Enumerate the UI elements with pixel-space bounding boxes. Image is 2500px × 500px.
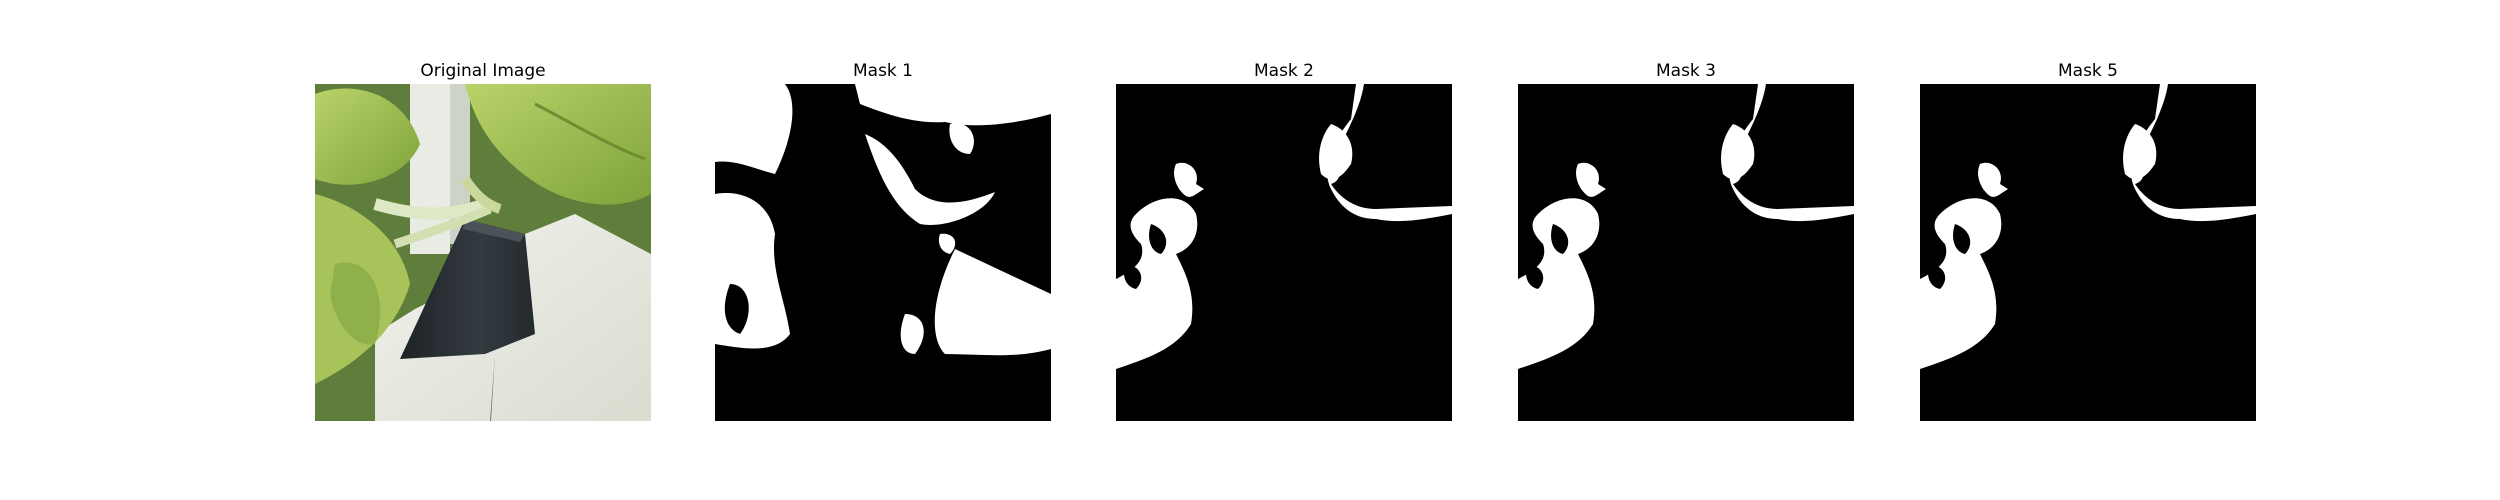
panel-title: Mask 1 — [852, 61, 913, 81]
panel-title: Original Image — [420, 61, 546, 81]
mask-1-image — [715, 84, 1051, 421]
panel-mask-1: Mask 1 — [715, 58, 1051, 421]
original-image — [315, 84, 651, 421]
panel-title: Mask 5 — [2057, 61, 2118, 81]
mask-5-image — [1920, 84, 2256, 421]
panel-title: Mask 2 — [1253, 61, 1314, 81]
mask-2-image — [1116, 84, 1452, 421]
panel-mask-3: Mask 3 — [1518, 58, 1854, 421]
panel-original-image: Original Image — [315, 58, 651, 421]
panel-mask-5: Mask 5 — [1920, 58, 2256, 421]
panel-title: Mask 3 — [1655, 61, 1716, 81]
mask-3-image — [1518, 84, 1854, 421]
panel-mask-2: Mask 2 — [1116, 58, 1452, 421]
